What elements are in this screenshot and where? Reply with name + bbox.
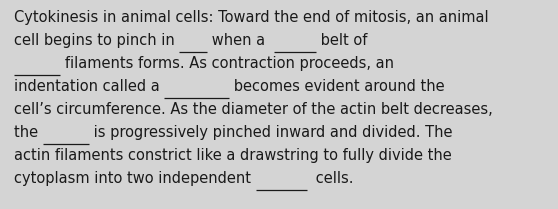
Text: cell begins to pinch in        when a            belt of: cell begins to pinch in when a belt of xyxy=(14,33,367,48)
Text: actin filaments constrict like a drawstring to fully divide the: actin filaments constrict like a drawstr… xyxy=(14,148,452,163)
Text: Cytokinesis in animal cells: Toward the end of mitosis, an animal: Cytokinesis in animal cells: Toward the … xyxy=(14,10,489,25)
Text: cell’s circumference. As the diameter of the actin belt decreases,: cell’s circumference. As the diameter of… xyxy=(14,102,493,117)
Text: cytoplasm into two independent              cells.: cytoplasm into two independent cells. xyxy=(14,171,354,186)
Text: filaments forms. As contraction proceeds, an: filaments forms. As contraction proceeds… xyxy=(14,56,394,71)
Text: the            is progressively pinched inward and divided. The: the is progressively pinched inward and … xyxy=(14,125,453,140)
Text: indentation called a                becomes evident around the: indentation called a becomes evident aro… xyxy=(14,79,445,94)
